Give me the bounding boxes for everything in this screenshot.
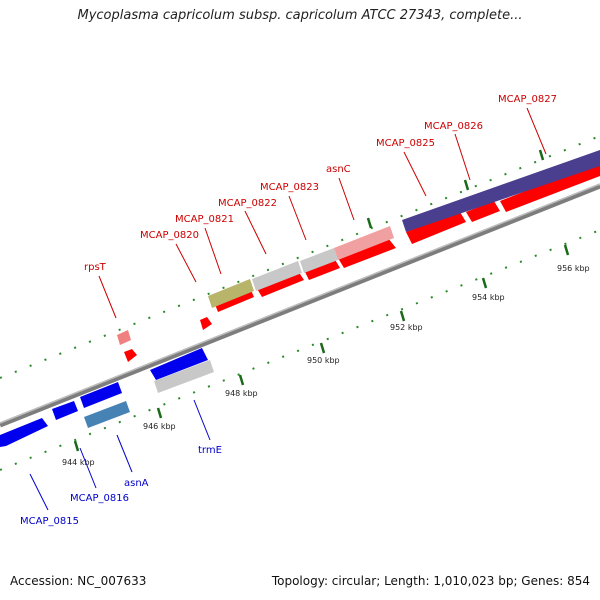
tick-label-946: 946 kbp (143, 422, 176, 431)
tick-label-952: 952 kbp (390, 323, 423, 332)
label-MCAP_0821: MCAP_0821 (175, 214, 234, 225)
major-ticks (73, 149, 570, 452)
label-MCAP_0826: MCAP_0826 (424, 121, 483, 132)
map-title: Mycoplasma capricolum subsp. capricolum … (77, 8, 523, 23)
tick-label-956: 956 kbp (557, 264, 590, 273)
label-rpsT: rpsT (84, 262, 107, 273)
gene-asnC[interactable] (338, 238, 396, 268)
gene-rpsT-faint[interactable] (117, 330, 131, 345)
map-stats-text: Topology: circular; Length: 1,010,023 bp… (271, 574, 590, 588)
forward-labels: rpsT MCAP_0820 MCAP_0821 MCAP_0822 MCAP_… (84, 94, 557, 273)
gene-block-gray-lower (154, 360, 214, 393)
tick-label-954: 954 kbp (472, 293, 505, 302)
gene-MCAP_0826[interactable] (466, 201, 500, 222)
gene-block-pink (334, 226, 394, 260)
tick-label-948: 948 kbp (225, 389, 258, 398)
gene-MCAP_0825[interactable] (406, 212, 466, 244)
label-MCAP_0815: MCAP_0815 (20, 516, 79, 527)
gene-block-steelblue (84, 401, 130, 428)
gene-MCAP_0823[interactable] (304, 258, 340, 280)
label-asnA: asnA (124, 478, 149, 489)
tick-label-950: 950 kbp (307, 356, 340, 365)
forward-genes (117, 150, 600, 362)
label-MCAP_0822: MCAP_0822 (218, 198, 277, 209)
gene-MCAP_0820[interactable] (200, 317, 212, 330)
genome-backbone-highlight (0, 183, 600, 424)
genome-backbone (0, 183, 600, 428)
gene-MCAP_0816[interactable] (52, 401, 78, 420)
gene-MCAP_0822[interactable] (256, 271, 304, 297)
tick-labels: 956 kbp 944 kbp 946 kbp 948 kbp 950 kbp … (62, 264, 590, 467)
label-MCAP_0816: MCAP_0816 (70, 493, 129, 504)
gene-trmE[interactable] (150, 348, 208, 380)
reverse-labels: MCAP_0815 MCAP_0816 asnA trmE (20, 445, 222, 527)
label-MCAP_0827: MCAP_0827 (498, 94, 557, 105)
tick-label-944: 944 kbp (62, 458, 95, 467)
label-MCAP_0825: MCAP_0825 (376, 138, 435, 149)
label-trmE: trmE (198, 445, 222, 456)
outer-tick-row (0, 135, 600, 379)
accession-text: Accession: NC_007633 (10, 574, 147, 588)
gene-block-olive (208, 279, 254, 308)
reverse-genes (0, 348, 214, 447)
gene-block-purple (402, 150, 600, 232)
gene-block-gray-1 (252, 261, 302, 291)
gene-block-gray-2 (300, 248, 338, 273)
label-MCAP_0820: MCAP_0820 (140, 230, 199, 241)
gene-rpsT[interactable] (124, 349, 137, 362)
gene-MCAP_0815[interactable] (0, 418, 48, 447)
label-MCAP_0823: MCAP_0823 (260, 182, 319, 193)
label-asnC: asnC (326, 164, 351, 175)
leader-lines (29, 107, 547, 511)
gene-asnA[interactable] (80, 382, 122, 408)
